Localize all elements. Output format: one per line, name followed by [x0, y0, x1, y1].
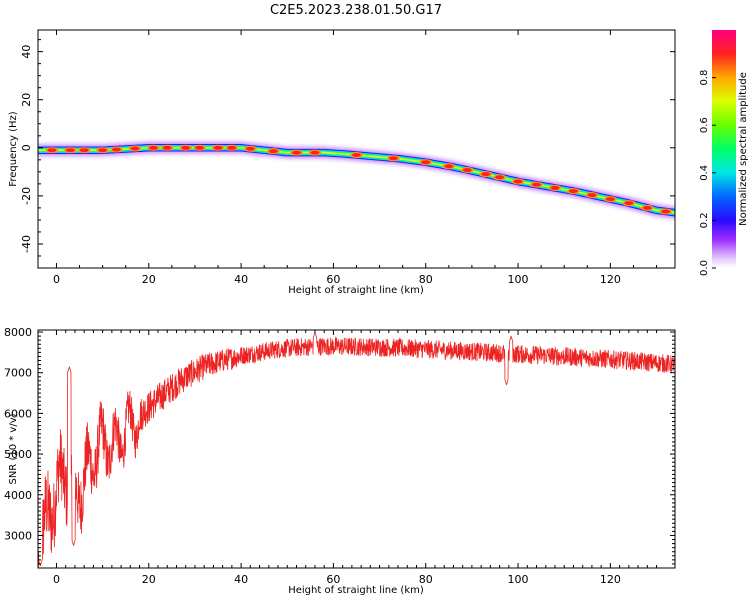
hotspot-core: [568, 189, 578, 194]
hotspot-core: [111, 147, 121, 152]
colorbar-tick-label: 0.4: [699, 165, 710, 181]
hotspot-core: [642, 205, 652, 210]
spectrogram-xlabel: Height of straight line (km): [288, 285, 424, 296]
x-tick-label: 80: [419, 573, 433, 586]
hotspot-core: [65, 148, 75, 153]
y-tick-label: 6000: [4, 407, 32, 420]
hotspot-core: [148, 145, 158, 150]
y-tick-label: 4000: [4, 489, 32, 502]
spectrogram-plot-area: [38, 139, 675, 221]
hotspot-core: [130, 146, 140, 151]
y-tick-label: -40: [20, 235, 33, 253]
x-tick-label: 40: [234, 273, 248, 286]
x-tick-label: 120: [600, 573, 621, 586]
x-tick-label: 60: [326, 573, 340, 586]
x-tick-label: 20: [142, 273, 156, 286]
x-tick-label: 0: [53, 573, 60, 586]
snr-xlabel: Height of straight line (km): [288, 585, 424, 596]
y-tick-label: 3000: [4, 529, 32, 542]
snr-frame: [37, 329, 676, 569]
spectrogram-panel: 0 20 40 60 80 100 120 -40 -20 0 20 40 Height of str…: [8, 29, 676, 296]
hotspot-core: [444, 164, 454, 169]
colorbar-ticks: 0.0 0.2 0.4 0.6 0.8: [699, 70, 716, 276]
colorbar-gradient: [712, 30, 736, 268]
y-tick-label: 8000: [4, 326, 32, 339]
hotspot-core: [513, 179, 523, 184]
hotspot-core: [462, 168, 472, 173]
hotspot-core: [162, 145, 172, 150]
hotspot-core: [481, 172, 491, 177]
y-tick-label: 40: [20, 45, 33, 59]
hotspot-core: [550, 185, 560, 190]
hotspot-core: [291, 150, 301, 155]
snr-ylabel: SNR (10 * v/v): [8, 413, 19, 484]
hotspot-core: [79, 148, 89, 153]
hotspot-core: [495, 175, 505, 180]
colorbar-tick-label: 0.0: [699, 260, 710, 276]
snr-ticks: 0 20 40 60 80 100 120 3000 4000 5000 6000 7000 8000: [4, 326, 675, 586]
hotspot-core: [98, 148, 108, 153]
x-tick-label: 0: [53, 273, 60, 286]
x-tick-label: 100: [508, 273, 529, 286]
hotspot-core: [181, 145, 191, 150]
x-tick-label: 100: [508, 573, 529, 586]
hotspot-core: [421, 160, 431, 165]
colorbar-label: Normalized spectral amplitude: [738, 72, 749, 226]
figure-title: C2E5.2023.238.01.50.G17: [270, 3, 442, 18]
hotspot-core: [587, 193, 597, 198]
hotspot-core: [352, 153, 361, 158]
colorbar-tick-label: 0.8: [699, 70, 710, 86]
hotspot-core: [605, 197, 615, 202]
snr-panel: 0 20 40 60 80 100 120300040005000600070008000 …: [4, 326, 676, 596]
y-tick-label: -20: [20, 187, 33, 205]
hotspot-core: [532, 182, 542, 187]
x-tick-label: 60: [326, 273, 340, 286]
y-tick-label: 20: [20, 93, 33, 107]
snr-series-line: [38, 330, 675, 568]
x-tick-label: 120: [600, 273, 621, 286]
x-tick-label: 80: [419, 273, 433, 286]
spectrogram-ylabel: Frequency (Hz): [8, 111, 19, 187]
y-tick-label: 5000: [4, 448, 32, 461]
hotspot-core: [195, 145, 205, 150]
hotspot-core: [245, 146, 255, 151]
spectrogram-ticks: 0 20 40 60 80 100 120 -40 -20 0 20 40: [20, 30, 675, 286]
y-tick-label: 7000: [4, 367, 32, 380]
hotspot-core: [661, 209, 671, 214]
hotspot-core: [47, 148, 57, 153]
hotspot-core: [310, 150, 320, 155]
hotspot-core: [624, 201, 634, 206]
colorbar-tick-label: 0.6: [699, 117, 710, 133]
colorbar: 0.0 0.2 0.4 0.6 0.8 Normalized spectral ampl…: [699, 30, 749, 276]
colorbar-tick-label: 0.2: [699, 212, 710, 228]
x-tick-label: 20: [142, 573, 156, 586]
y-tick-label: 0: [20, 144, 33, 151]
snr-plot-area: [38, 330, 675, 568]
x-tick-label: 40: [234, 573, 248, 586]
hotspot-core: [227, 145, 237, 150]
hotspot-core: [388, 156, 398, 161]
hotspot-core: [268, 149, 278, 154]
hotspot-core: [213, 145, 223, 150]
